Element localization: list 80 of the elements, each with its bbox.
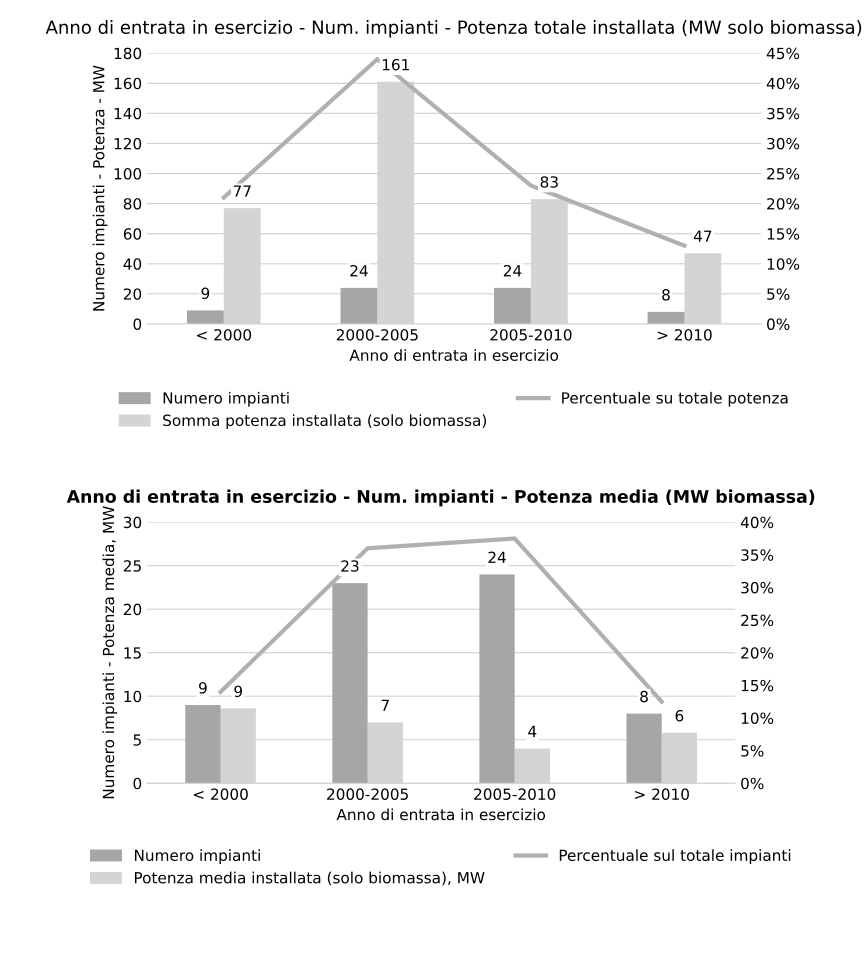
- x-tick-label: 2000-2005: [327, 788, 408, 800]
- data-label: 9: [234, 686, 242, 698]
- y-tick-label: 120: [114, 138, 142, 150]
- data-label: 161: [382, 58, 409, 70]
- y2-tick-label: 30%: [741, 582, 774, 594]
- y-tick-label: 180: [114, 48, 142, 60]
- y2-tick-label: 25%: [767, 168, 800, 180]
- data-label: 7: [382, 700, 389, 711]
- bar: [340, 288, 378, 324]
- y-tick-label: 0: [133, 778, 142, 790]
- y-tick-label: 30: [124, 516, 142, 528]
- y2-tick-label: 5%: [767, 288, 790, 300]
- y-tick-label: 160: [114, 78, 142, 90]
- x-tick-label: < 2000: [197, 329, 252, 341]
- y2-tick-label: 15%: [742, 680, 774, 692]
- y-tick-label: 80: [124, 198, 142, 210]
- chart-title: Anno di entrata in esercizio - Num. impianti - Potenza totale installata (MW solo biomassa): [46, 20, 862, 38]
- legend-label: Percentuale su totale potenza: [562, 392, 788, 407]
- y2-tick-label: 25%: [741, 614, 774, 626]
- y2-tick-label: 0%: [767, 318, 790, 330]
- y-axis-title: Numero impianti - Potenza media, MW: [102, 506, 118, 798]
- x-axis-title: Anno di entrata in esercizio: [336, 808, 546, 820]
- y2-tick-label: 0%: [741, 778, 764, 790]
- data-label: 9: [201, 288, 210, 300]
- y-tick-label: 60: [124, 228, 142, 240]
- data-label: 4: [528, 726, 536, 737]
- y-tick-label: 40: [123, 258, 142, 270]
- y2-tick-label: 10%: [768, 258, 800, 270]
- x-tick-label: 2005-2010: [490, 329, 572, 341]
- y-tick-label: 140: [114, 108, 142, 120]
- y2-tick-label: 35%: [741, 549, 774, 561]
- chart-title: Anno di entrata in esercizio - Num. impianti - Potenza media (MW biomassa): [66, 490, 814, 506]
- data-label: 24: [488, 552, 506, 563]
- legend-label: Numero impianti: [164, 392, 289, 407]
- y-tick-label: 5: [134, 734, 141, 746]
- legend-label: Percentuale sul totale impianti: [560, 849, 790, 864]
- x-axis-title: Anno di entrata in esercizio: [350, 349, 558, 361]
- legend-label: Potenza media installata (solo biomassa), MW: [134, 872, 485, 886]
- data-label: 83: [540, 176, 558, 188]
- x-tick-label: 2005-2010: [474, 788, 556, 800]
- y-tick-label: 20: [124, 288, 142, 300]
- x-tick-label: < 2000: [194, 788, 248, 800]
- legend-label: Somma potenza installata (solo biomassa): [163, 414, 486, 430]
- y2-tick-label: 40%: [740, 516, 774, 528]
- data-label: 8: [662, 289, 670, 301]
- data-label: 24: [350, 264, 368, 276]
- y-tick-label: 100: [114, 168, 142, 180]
- y-tick-label: 0: [133, 318, 142, 330]
- bar: [186, 310, 224, 324]
- y-tick-label: 20: [124, 604, 142, 616]
- bar: [494, 288, 531, 324]
- data-label: 6: [676, 710, 684, 722]
- x-tick-label: > 2010: [658, 329, 712, 341]
- line-series: [222, 57, 687, 248]
- data-label: 47: [694, 230, 712, 242]
- x-tick-label: 2000-2005: [336, 329, 418, 341]
- x-tick-label: > 2010: [635, 788, 689, 800]
- bar: [626, 714, 662, 784]
- y2-tick-label: 45%: [766, 48, 800, 60]
- data-label: 9: [199, 682, 207, 694]
- y2-tick-label: 20%: [767, 198, 800, 210]
- data-label: 77: [234, 185, 251, 197]
- bar: [648, 312, 684, 324]
- y2-tick-label: 15%: [768, 228, 800, 240]
- y2-tick-label: 40%: [766, 78, 800, 90]
- data-label: 8: [640, 690, 648, 702]
- bar: [479, 574, 515, 784]
- data-label: 24: [504, 264, 522, 276]
- y2-tick-label: 30%: [767, 138, 800, 150]
- y-axis-title: Numero impianti - Potenza - MW: [92, 66, 108, 311]
- legend-label: Numero impianti: [134, 849, 260, 864]
- y-tick-label: 25: [124, 560, 141, 572]
- y2-tick-label: 20%: [741, 647, 774, 659]
- y-tick-label: 15: [124, 647, 141, 659]
- y2-tick-label: 5%: [741, 745, 764, 757]
- y2-tick-label: 35%: [767, 108, 800, 120]
- y-tick-label: 10: [124, 690, 142, 702]
- y2-tick-label: 10%: [742, 712, 774, 724]
- data-label: 23: [341, 560, 358, 572]
- bar: [185, 704, 221, 784]
